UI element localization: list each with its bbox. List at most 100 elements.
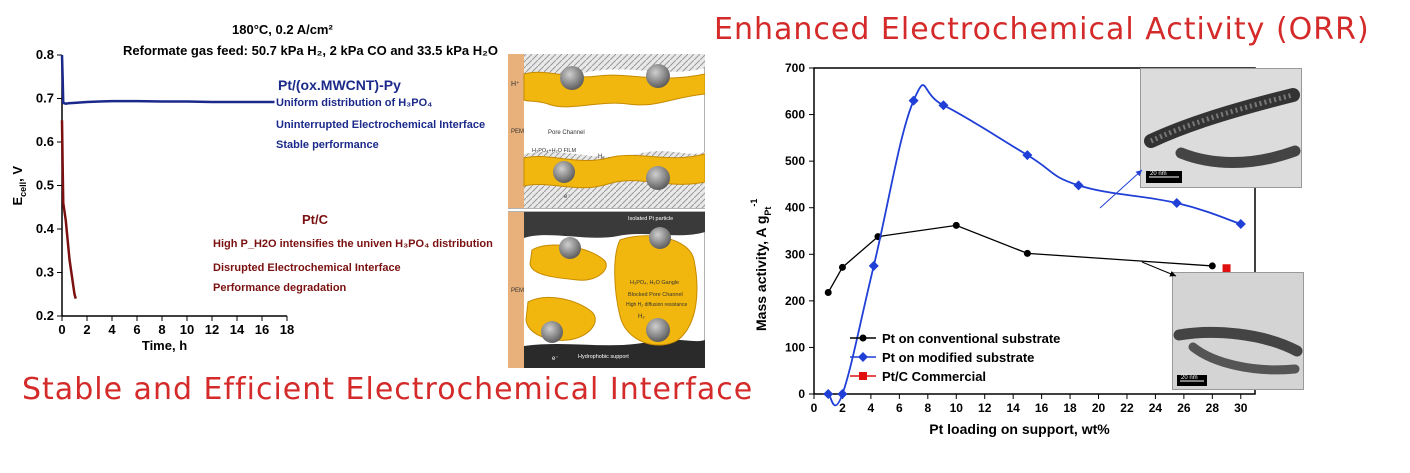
heading-stable-interface: Stable and Efficient Electrochemical Int…: [22, 372, 754, 407]
pem-membrane-top: [508, 54, 524, 208]
right-y-tick-label: 700: [785, 61, 805, 75]
left-series-line: [60, 54, 275, 106]
svg-text:H₂: H₂: [638, 314, 645, 320]
ptc-title: Pt/C: [302, 212, 328, 227]
modified-point: [1022, 150, 1033, 161]
mass-activity-chart: 0 2 4 6 8 10 12 14 16 18 20 22 24 26 28 300100200300400…: [749, 61, 1256, 437]
tem-scale-label-1: 20 nm: [1150, 171, 1167, 177]
modified-point: [1073, 180, 1084, 191]
left-y-tick-label: 0.3: [36, 265, 54, 280]
right-x-tick-label: 6: [896, 401, 903, 415]
right-x-axis-label: Pt loading on support, wt%: [929, 421, 1110, 437]
left-x-tick-label: 14: [230, 322, 245, 337]
legend-entry-label: Pt/C Commercial: [882, 369, 986, 384]
right-x-tick-label: 22: [1120, 401, 1134, 415]
svg-text:e⁻: e⁻: [564, 232, 571, 238]
tem-arrows: [1099, 169, 1177, 277]
modified-point: [1171, 198, 1182, 209]
left-y-tick-label: 0.8: [36, 47, 54, 62]
pem-membrane-bottom: [508, 212, 524, 368]
svg-text:PEM: PEM: [511, 129, 524, 135]
svg-text:H⁺: H⁺: [511, 81, 520, 88]
modified-point: [837, 389, 848, 399]
cell-voltage-chart: 0 2 4 6 8 10 12 14 16 18 0.2 0.3 0.4 0.5 0.6 0.7 0.8 Time…: [10, 47, 294, 353]
acid-film-lower: [523, 153, 705, 189]
right-x-tick-label: 8: [924, 401, 931, 415]
svg-text:Hydrophobic support: Hydrophobic support: [578, 354, 629, 360]
right-y-tick-label: 300: [785, 247, 805, 261]
left-series-line: [60, 120, 77, 299]
commercial-point: [1222, 264, 1231, 273]
left-y-tick-label: 0.6: [36, 134, 54, 149]
conventional-series-line: [827, 224, 1213, 293]
legend-marker: [858, 352, 868, 362]
svg-text:H₂: H₂: [598, 154, 605, 160]
ptc-line2: Disrupted Electrochemical Interface: [213, 262, 401, 274]
svg-text:Blocked Pore Channel: Blocked Pore Channel: [628, 292, 683, 298]
modified-point: [823, 389, 834, 399]
right-x-tick-label: 2: [839, 401, 846, 415]
left-x-tick-label: 12: [205, 322, 219, 337]
modified-point: [868, 260, 879, 271]
left-x-tick-label: 2: [83, 322, 90, 337]
legend-entry-label: Pt on modified substrate: [882, 350, 1034, 365]
conventional-point: [1208, 262, 1216, 270]
right-x-tick-label: 20: [1092, 401, 1106, 415]
legend-marker: [859, 372, 867, 380]
right-x-tick-label: 12: [978, 401, 992, 415]
conventional-point: [838, 263, 846, 271]
svg-text:Isolated Pt particle: Isolated Pt particle: [628, 216, 673, 222]
tem-image-modified: 20 nm: [1140, 68, 1302, 188]
tem-image-conventional: 20 nm: [1172, 272, 1304, 390]
pt-py-line2: Uninterrupted Electrochemical Interface: [276, 119, 486, 131]
left-x-tick-label: 16: [255, 322, 269, 337]
left-y-tick-label: 0.7: [36, 91, 54, 106]
left-x-tick-label: 6: [133, 322, 140, 337]
right-plot-frame: [813, 67, 1256, 395]
modified-point: [1235, 219, 1246, 230]
legend-entry-label: Pt on conventional substrate: [882, 331, 1060, 346]
svg-text:H₃PO₄+H₂O FILM: H₃PO₄+H₂O FILM: [532, 148, 576, 154]
modified-point: [938, 100, 949, 111]
tem-scale-label-2: 20 nm: [1181, 375, 1198, 381]
right-x-tick-label: 18: [1063, 401, 1077, 415]
ptc-line3: Performance degradation: [213, 282, 347, 294]
right-x-tick-label: 24: [1149, 401, 1163, 415]
right-x-tick-label: 4: [868, 401, 875, 415]
right-y-tick-label: 500: [785, 154, 805, 168]
right-x-tick-label: 0: [811, 401, 818, 415]
left-x-axis-label: Time, h: [142, 338, 187, 353]
heading-enhanced-activity: Enhanced Electrochemical Activity (ORR): [714, 12, 1370, 47]
left-x-tick-label: 4: [108, 322, 116, 337]
right-x-tick-label: 28: [1206, 401, 1220, 415]
pt-py-line3: Stable performance: [276, 139, 379, 151]
pt-py-title: Pt/(ox.MWCNT)-Py: [278, 77, 401, 93]
modified-point: [908, 95, 919, 106]
modified-series-line: [827, 84, 1242, 407]
left-y-tick-label: 0.2: [36, 308, 54, 323]
svg-text:H₃PO₄, H₂O Gangle: H₃PO₄, H₂O Gangle: [630, 280, 679, 286]
pt-py-line1: Uniform distribution of H₃PO₄: [276, 97, 433, 109]
interface-schematic: H⁺ PEM Pore Channel H₃PO₄+H₂O FILM H₂ e⁻…: [508, 54, 705, 368]
left-y-tick-label: 0.5: [36, 178, 54, 193]
right-y-tick-label: 0: [798, 387, 805, 401]
right-y-axis-label: Mass activity, A gPt-1: [749, 199, 773, 331]
right-x-tick-label: 10: [950, 401, 964, 415]
svg-text:Pore Channel: Pore Channel: [548, 130, 585, 136]
svg-text:e⁻: e⁻: [552, 356, 559, 362]
gas-feed-label: Reformate gas feed: 50.7 kPa H₂, 2 kPa C…: [123, 43, 498, 58]
conventional-point: [824, 288, 832, 296]
right-y-tick-label: 100: [785, 340, 805, 354]
left-y-axis-label: Ecell, V: [10, 166, 28, 206]
right-x-tick-label: 16: [1035, 401, 1049, 415]
test-condition-label: 180°C, 0.2 A/cm²: [232, 22, 333, 37]
right-y-tick-label: 600: [785, 108, 805, 122]
left-x-tick-label: 18: [280, 322, 294, 337]
conventional-point: [952, 221, 960, 229]
right-x-tick-label: 30: [1234, 401, 1248, 415]
left-x-tick-label: 0: [58, 322, 65, 337]
svg-text:PEM: PEM: [511, 288, 524, 294]
right-y-tick-label: 200: [785, 294, 805, 308]
left-x-tick-label: 10: [180, 322, 194, 337]
conventional-point: [1023, 249, 1031, 257]
